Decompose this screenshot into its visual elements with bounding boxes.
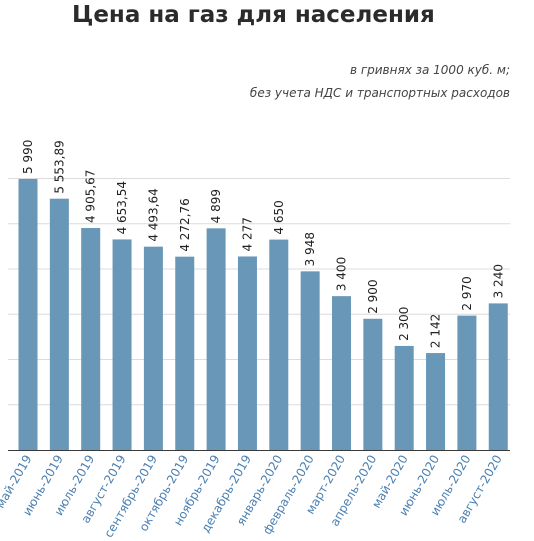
bar [206,228,226,450]
bar-value-label: 4 277 [240,217,254,251]
bar [332,296,351,450]
chart-title: Цена на газ для населения [72,2,435,28]
bar-value-label: 5 990 [21,140,35,174]
bar [112,239,132,450]
bar-value-label: 2 970 [460,276,474,310]
bar [49,198,69,450]
bar [457,315,477,450]
bar [426,353,446,450]
bar-value-label: 4 899 [209,189,223,223]
bar [175,256,195,450]
bar-value-label: 4 272,76 [178,198,192,251]
bar-value-label: 3 240 [491,264,505,298]
bar-value-label: 4 905,67 [84,170,98,223]
value-labels: 5 990 5 553,89 4 905,67 4 653,54 4 493,64 4 2… [21,140,505,348]
bar [269,239,289,450]
bar [18,178,38,450]
bar-value-label: 2 142 [429,314,443,348]
bar-value-label: 2 900 [366,279,380,313]
bar [394,345,414,450]
bar-value-label: 4 493,64 [146,188,160,241]
bar [81,228,101,450]
bar-value-label: 3 948 [303,232,317,266]
bar-value-label: 4 653,54 [115,181,129,234]
chart-subtitle-units: в гривнях за 1000 куб. м; [349,63,510,77]
bars [18,178,508,450]
bar-value-label: 3 400 [335,257,349,291]
bar [237,256,257,450]
bar [363,318,383,450]
bar-value-label: 4 650 [272,200,286,234]
chart-subtitle-note: без учета НДС и транспортных расходов [249,86,510,100]
bar-value-label: 2 300 [397,307,411,341]
bar [488,303,508,450]
bar [143,246,163,450]
x-tick-labels: май-2019июнь-2019июль-2019август-2019сен… [0,453,505,541]
bar [300,271,320,450]
bar-value-label: 5 553,89 [52,140,66,193]
